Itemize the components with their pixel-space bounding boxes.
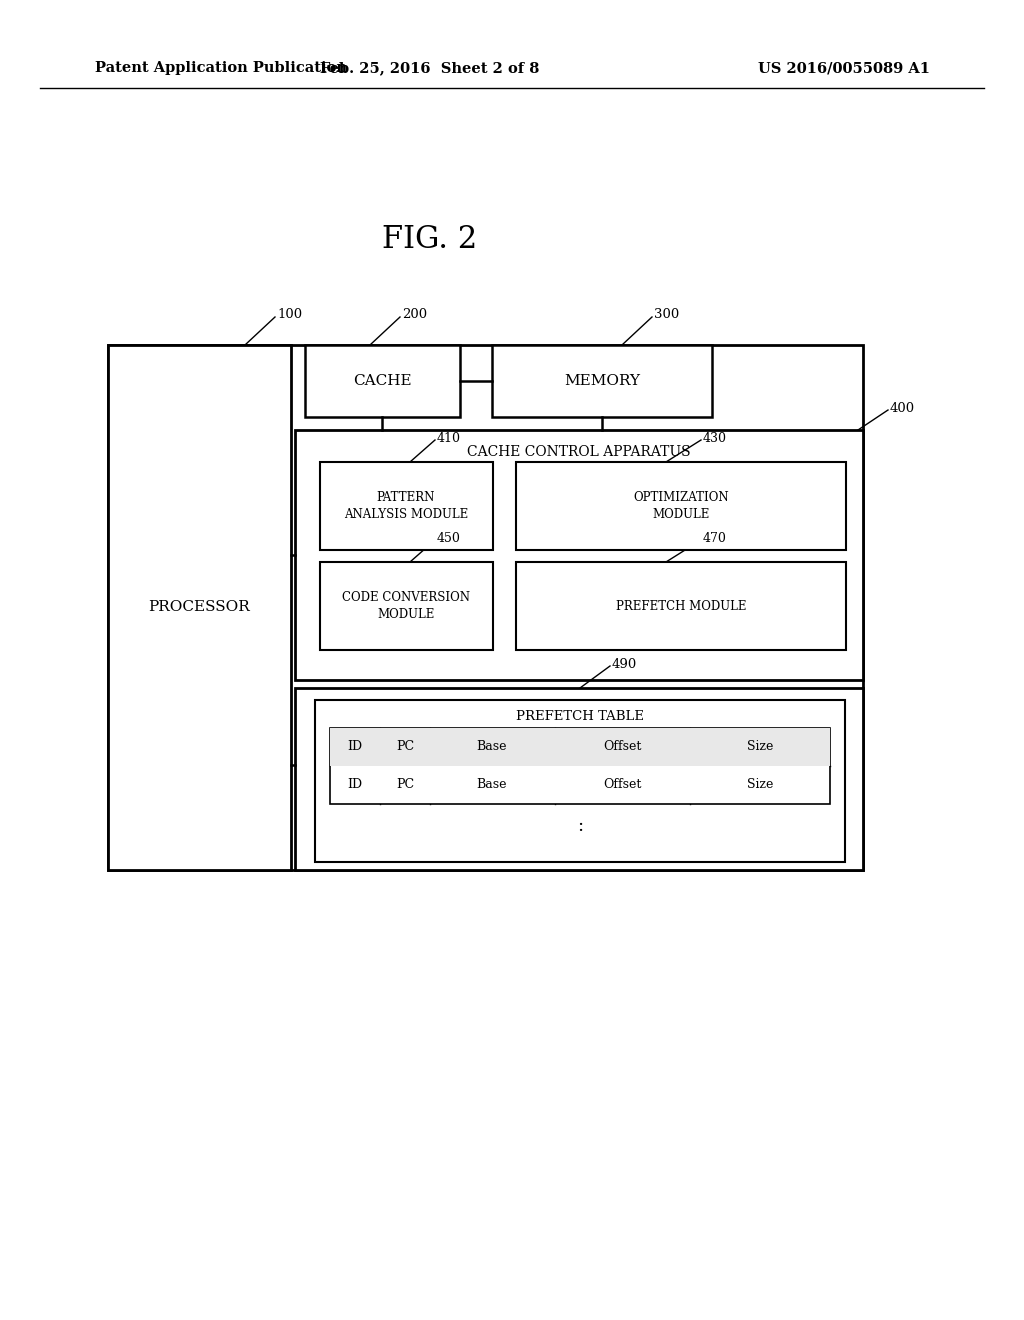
Text: US 2016/0055089 A1: US 2016/0055089 A1 xyxy=(758,61,930,75)
Text: PC: PC xyxy=(396,741,414,754)
Text: Patent Application Publication: Patent Application Publication xyxy=(95,61,347,75)
Bar xyxy=(492,345,712,417)
Bar xyxy=(319,462,493,550)
Text: OPTIMIZATION
MODULE: OPTIMIZATION MODULE xyxy=(633,491,729,521)
Text: PREFETCH TABLE: PREFETCH TABLE xyxy=(516,710,644,722)
Text: Size: Size xyxy=(746,779,773,792)
Text: CACHE CONTROL APPARATUS: CACHE CONTROL APPARATUS xyxy=(467,445,691,459)
Text: Size: Size xyxy=(746,741,773,754)
Bar xyxy=(305,345,460,417)
Bar xyxy=(108,345,863,870)
Text: 450: 450 xyxy=(437,532,461,544)
Text: ID: ID xyxy=(347,741,362,754)
Text: 100: 100 xyxy=(278,309,302,322)
Bar xyxy=(330,729,830,766)
Bar xyxy=(295,688,863,870)
Text: CACHE: CACHE xyxy=(352,374,412,388)
Text: 200: 200 xyxy=(402,309,427,322)
Text: 400: 400 xyxy=(890,401,915,414)
Text: Base: Base xyxy=(477,741,507,754)
Text: :: : xyxy=(577,817,583,836)
Text: PC: PC xyxy=(396,779,414,792)
Text: ID: ID xyxy=(347,779,362,792)
Text: Feb. 25, 2016  Sheet 2 of 8: Feb. 25, 2016 Sheet 2 of 8 xyxy=(321,61,540,75)
Text: PROCESSOR: PROCESSOR xyxy=(148,601,250,614)
Text: PATTERN
ANALYSIS MODULE: PATTERN ANALYSIS MODULE xyxy=(344,491,468,521)
Bar xyxy=(330,729,830,804)
Bar xyxy=(315,700,845,862)
Bar xyxy=(516,462,846,550)
Text: Base: Base xyxy=(477,779,507,792)
Text: Offset: Offset xyxy=(603,741,641,754)
Text: 430: 430 xyxy=(703,432,727,445)
Text: 410: 410 xyxy=(437,432,461,445)
Text: 490: 490 xyxy=(612,657,637,671)
Text: FIG. 2: FIG. 2 xyxy=(382,224,477,256)
Text: 470: 470 xyxy=(703,532,727,544)
Bar xyxy=(295,430,863,680)
Text: MEMORY: MEMORY xyxy=(564,374,640,388)
Bar xyxy=(108,345,291,870)
Bar xyxy=(516,562,846,649)
Text: PREFETCH MODULE: PREFETCH MODULE xyxy=(615,599,746,612)
Text: 300: 300 xyxy=(654,309,679,322)
Text: CODE CONVERSION
MODULE: CODE CONVERSION MODULE xyxy=(342,591,470,620)
Bar xyxy=(319,562,493,649)
Text: Offset: Offset xyxy=(603,779,641,792)
